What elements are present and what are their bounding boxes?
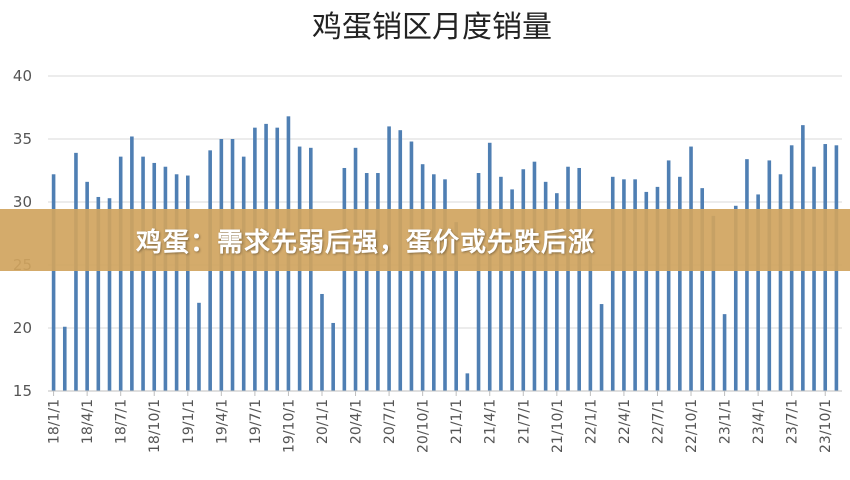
headline-banner: 鸡蛋：需求先弱后强，蛋价或先跌后涨 (0, 209, 850, 271)
x-tick-label: 18/7/1 (114, 399, 130, 444)
x-tick-label: 19/4/1 (214, 399, 230, 444)
bar (532, 161, 537, 391)
bar (443, 179, 447, 391)
bar (812, 166, 816, 391)
bar (85, 181, 89, 391)
bar (476, 173, 481, 391)
y-tick-label: 35 (13, 130, 32, 148)
x-tick-label: 22/7/1 (650, 399, 666, 444)
bar (62, 326, 67, 391)
bar (118, 156, 123, 391)
bar (543, 181, 548, 391)
bar (588, 237, 593, 391)
bar (152, 162, 157, 391)
bar (700, 188, 705, 391)
bar (364, 173, 369, 391)
x-tick-label: 23/1/1 (718, 399, 734, 444)
bar (767, 160, 772, 391)
x-tick-label: 22/10/1 (684, 399, 700, 453)
bar (241, 156, 246, 391)
headline-text: 鸡蛋：需求先弱后强，蛋价或先跌后涨 (136, 227, 596, 258)
x-tick-label: 22/4/1 (617, 399, 633, 444)
y-tick-label: 20 (13, 319, 32, 337)
bar (778, 174, 783, 391)
bar (577, 167, 581, 391)
x-tick-label: 19/10/1 (281, 399, 297, 453)
bar (454, 222, 458, 391)
bar (331, 322, 335, 391)
bar (465, 373, 470, 391)
bar (711, 215, 716, 391)
x-tick-label: 21/1/1 (449, 399, 465, 444)
bar (566, 166, 570, 391)
bar (499, 176, 503, 391)
x-tick-label: 22/1/1 (583, 399, 599, 444)
x-tick-label: 23/4/1 (751, 399, 767, 444)
bar (376, 173, 380, 391)
bar (510, 189, 514, 391)
x-axis-ticks: 18/1/1 18/4/1 18/7/1 18/10/1 19/1/1 19/4/1 19/… (47, 391, 834, 453)
x-tick-label: 21/7/1 (516, 399, 532, 444)
y-tick-label: 40 (13, 67, 32, 85)
x-tick-label: 20/7/1 (382, 399, 398, 444)
x-tick-label: 18/10/1 (147, 399, 163, 453)
x-tick-label: 20/10/1 (416, 399, 432, 453)
x-tick-label: 23/10/1 (818, 399, 834, 453)
bar (722, 314, 727, 391)
x-tick-label: 21/10/1 (550, 399, 566, 453)
x-tick-label: 19/1/1 (181, 399, 197, 444)
bar (74, 152, 78, 391)
bar (420, 164, 425, 391)
bar (432, 174, 436, 391)
x-tick-label: 19/7/1 (248, 399, 264, 444)
bar (733, 205, 738, 391)
bar (163, 166, 168, 391)
bar (197, 302, 201, 391)
x-tick-label: 18/4/1 (80, 399, 96, 444)
bar (599, 304, 604, 391)
chart-title: 鸡蛋销区月度销量 (312, 10, 552, 45)
bar (756, 194, 760, 391)
bar (96, 196, 101, 391)
y-tick-label: 30 (13, 193, 32, 211)
bar (51, 174, 56, 391)
bar (555, 193, 559, 391)
bar (174, 174, 179, 391)
x-tick-label: 21/4/1 (483, 399, 499, 444)
x-tick-label: 18/1/1 (47, 399, 63, 444)
x-tick-label: 20/1/1 (315, 399, 331, 444)
x-tick-label: 23/7/1 (785, 399, 801, 444)
y-tick-label: 15 (13, 382, 32, 400)
bar (185, 175, 190, 391)
bar (655, 186, 660, 391)
bar (633, 179, 637, 391)
bar (107, 198, 112, 391)
bar (521, 169, 526, 391)
bar (320, 293, 324, 391)
bar (644, 191, 649, 391)
bar (666, 160, 671, 391)
bar (622, 179, 626, 391)
bar (610, 176, 615, 391)
bar (342, 167, 347, 391)
bar (141, 156, 145, 391)
bar (678, 176, 682, 391)
x-tick-label: 20/4/1 (349, 399, 365, 444)
bar (745, 159, 749, 391)
